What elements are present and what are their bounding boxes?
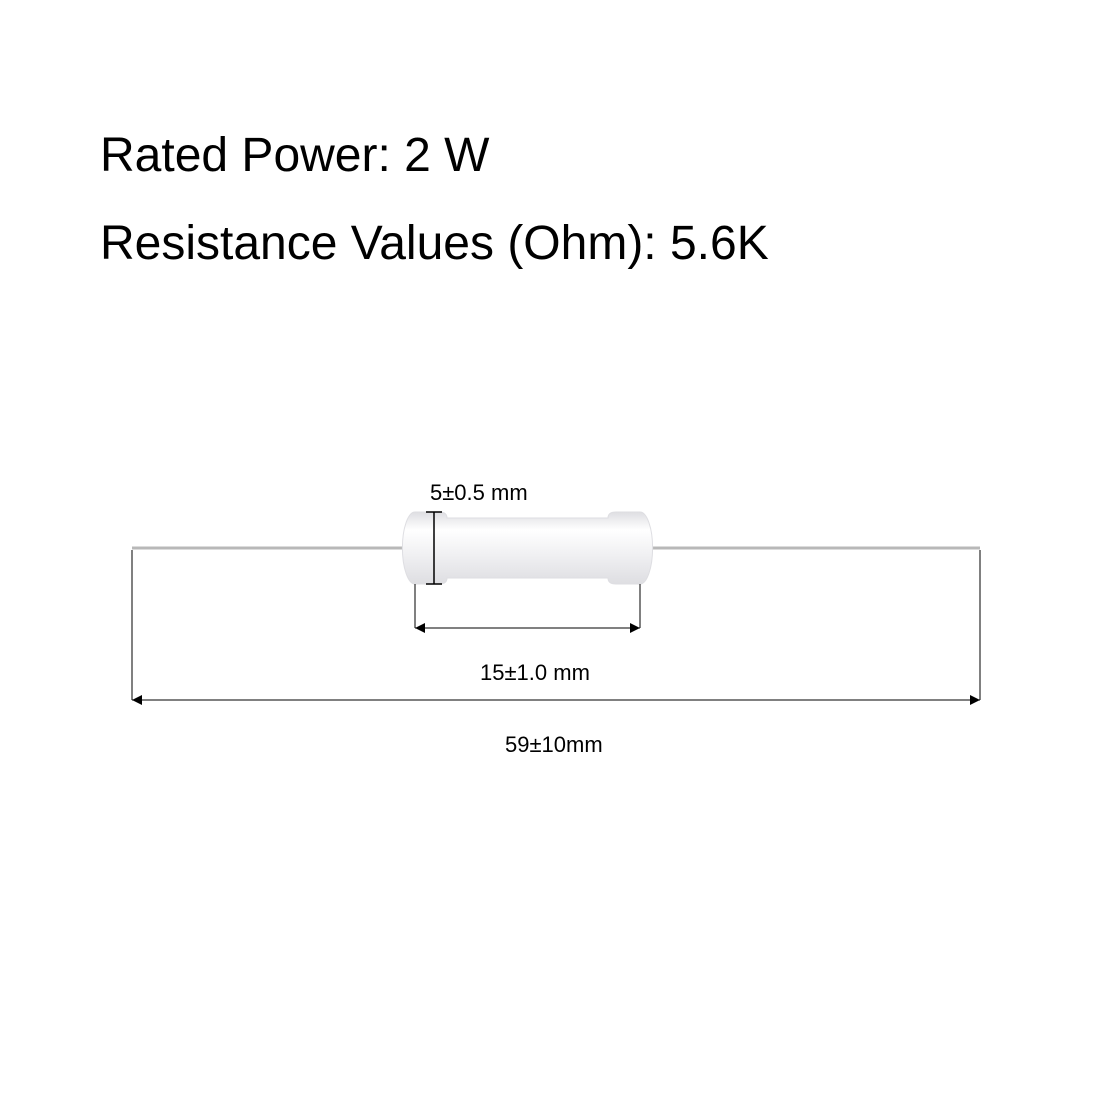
resistor-body — [402, 512, 652, 584]
resistor-diagram-svg — [0, 0, 1100, 1100]
resistor-spec-diagram: Rated Power: 2 W Resistance Values (Ohm)… — [0, 0, 1100, 1100]
